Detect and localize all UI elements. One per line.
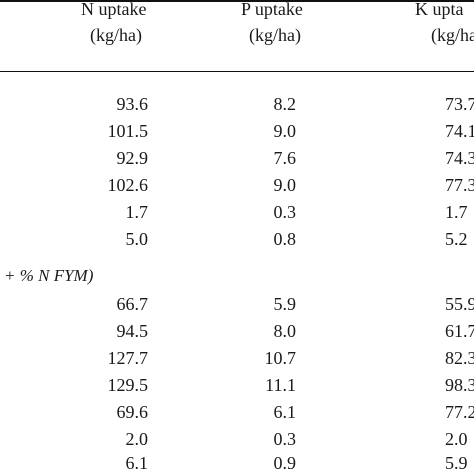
p-uptake-value: 9.0 [273, 121, 297, 141]
n-uptake-value: 2.0 [125, 429, 149, 449]
p-uptake-value: 0.3 [273, 202, 297, 222]
header-rule [0, 71, 474, 72]
p-uptake-value: 0.9 [273, 453, 297, 473]
n-uptake-value: 66.7 [116, 294, 149, 314]
k-uptake-value: 77.2 [445, 402, 474, 422]
n-uptake-value: 92.9 [116, 148, 149, 168]
k-uptake-value: 5.9 [445, 453, 468, 473]
header-n-uptake: N uptake [81, 0, 147, 19]
k-uptake-value: 77.3 [445, 175, 474, 195]
n-uptake-value: 1.7 [125, 202, 149, 222]
header-p-uptake: P uptake [241, 0, 303, 19]
p-uptake-value: 5.9 [273, 294, 297, 314]
k-uptake-value: 61.7 [445, 321, 474, 341]
n-uptake-value: 5.0 [125, 229, 149, 249]
k-uptake-value: 73.7 [445, 94, 474, 114]
p-uptake-value: 10.7 [264, 348, 297, 368]
k-uptake-value: 5.2 [445, 229, 468, 249]
section-label: + % N FYM) [4, 266, 94, 285]
k-uptake-value: 74.1 [445, 121, 474, 141]
n-uptake-value: 101.5 [107, 121, 149, 141]
p-uptake-value: 6.1 [273, 402, 297, 422]
k-uptake-value: 98.3 [445, 375, 474, 395]
p-uptake-value: 8.0 [273, 321, 297, 341]
top-rule [0, 0, 474, 2]
p-uptake-value: 0.3 [273, 429, 297, 449]
p-uptake-value: 7.6 [273, 148, 297, 168]
p-uptake-value: 8.2 [273, 94, 297, 114]
header-k-uptake: K upta [415, 0, 464, 19]
p-uptake-value: 0.8 [273, 229, 297, 249]
header-n-unit: (kg/ha) [90, 25, 142, 45]
n-uptake-value: 6.1 [125, 453, 149, 473]
k-uptake-value: 1.7 [445, 202, 468, 222]
n-uptake-value: 102.6 [107, 175, 149, 195]
header-k-unit: (kg/ha [431, 25, 474, 45]
p-uptake-value: 11.1 [265, 375, 296, 395]
k-uptake-value: 82.3 [445, 348, 474, 368]
k-uptake-value: 74.3 [445, 148, 474, 168]
k-uptake-value: 2.0 [445, 429, 468, 449]
k-uptake-value: 55.9 [445, 294, 474, 314]
n-uptake-value: 93.6 [116, 94, 149, 114]
n-uptake-value: 69.6 [116, 402, 149, 422]
n-uptake-value: 94.5 [116, 321, 149, 341]
p-uptake-value: 9.0 [273, 175, 297, 195]
n-uptake-value: 129.5 [107, 375, 149, 395]
header-p-unit: (kg/ha) [249, 25, 301, 45]
n-uptake-value: 127.7 [107, 348, 149, 368]
